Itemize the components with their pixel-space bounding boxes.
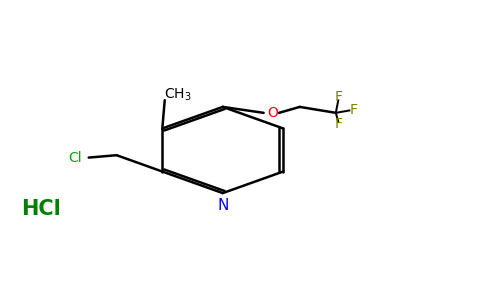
Text: HCl: HCl (21, 200, 60, 219)
Text: F: F (334, 89, 342, 103)
Text: F: F (350, 103, 358, 117)
Text: F: F (334, 117, 342, 131)
Text: CH$_3$: CH$_3$ (165, 87, 192, 103)
Text: N: N (217, 198, 228, 213)
Text: Cl: Cl (68, 151, 82, 165)
Text: O: O (267, 106, 278, 120)
